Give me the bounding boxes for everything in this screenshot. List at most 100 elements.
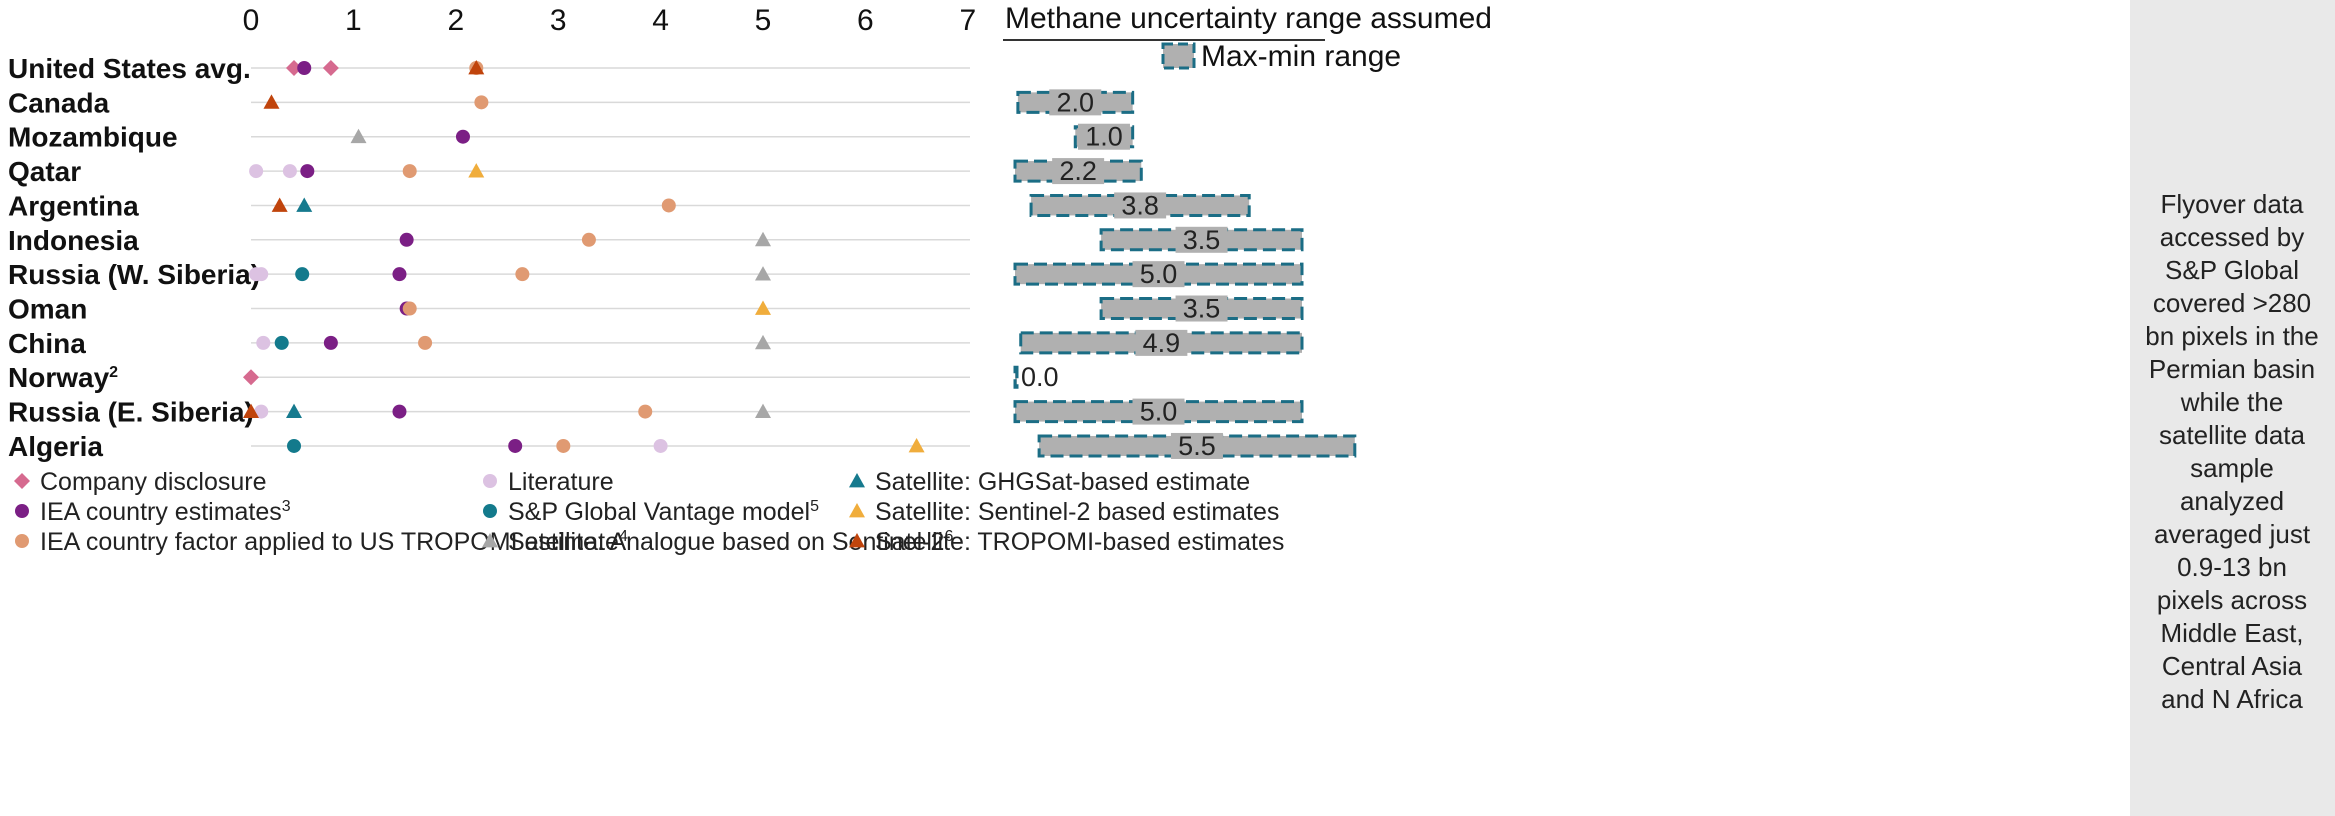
iea_tropomi-point [556, 438, 571, 453]
iea-legend-marker [15, 504, 29, 518]
literature-point [249, 164, 264, 179]
range-value-label: 3.8 [1121, 190, 1159, 220]
country-label: Canada [8, 87, 110, 118]
company-point [322, 60, 339, 76]
side-note-text: Flyover data accessed by S&P Global cove… [2145, 189, 2319, 714]
iea-point [297, 61, 312, 75]
iea-point [300, 164, 315, 179]
x-tick-label: 5 [755, 4, 772, 37]
company-legend-label: Company disclosure [40, 468, 267, 496]
country-label: Russia (E. Siberia) [8, 397, 254, 428]
x-tick-label: 2 [447, 4, 464, 37]
country-label: Indonesia [8, 225, 139, 256]
iea_tropomi-point [581, 232, 596, 247]
sp_model-legend-label: S&P Global Vantage model5 [508, 498, 819, 526]
sp_model-point [274, 335, 289, 350]
range-label-bg [1114, 192, 1167, 219]
analogue-legend-label: Satellite: Analogue based on Sentinel-26 [508, 528, 953, 556]
iea_tropomi-legend-marker [15, 534, 29, 548]
x-tick-label: 1 [345, 4, 362, 37]
company-point [286, 60, 303, 76]
x-tick-label: 6 [857, 4, 874, 37]
range-legend-swatch [1161, 42, 1196, 70]
range-value-label: 2.0 [1056, 87, 1094, 117]
sentinel2-point [908, 437, 925, 453]
range-label-bg [1077, 123, 1130, 150]
gridlines [251, 67, 970, 447]
iea_tropomi-legend-label: IEA country factor applied to US TROPOMI… [40, 528, 628, 556]
tropomi-point [468, 60, 485, 75]
company-point [243, 369, 259, 386]
range-label-bg [1132, 261, 1185, 288]
range-value-label: 5.0 [1140, 259, 1178, 289]
range-value-label: 4.9 [1143, 328, 1181, 358]
range-panel-title: Methane uncertainty range assumed [1005, 2, 1492, 35]
iea-point [455, 129, 470, 144]
tropomi-legend-label: Satellite: TROPOMI-based estimates [875, 528, 1284, 556]
side-note-panel [2130, 0, 2335, 816]
range-label-bg [1132, 398, 1185, 425]
iea-point [508, 438, 523, 453]
literature-point [256, 335, 271, 350]
literature-legend-label: Literature [508, 468, 614, 496]
literature-point [653, 438, 668, 453]
range-value-label: 3.5 [1183, 294, 1221, 324]
range-value-label: 1.0 [1085, 122, 1123, 152]
country-label: Mozambique [8, 122, 178, 153]
literature-point [254, 404, 269, 419]
range-value-label: 0.0 [1021, 362, 1059, 392]
x-tick-label: 7 [959, 4, 976, 37]
country-label: Algeria [8, 431, 103, 462]
range-label-bg [1049, 89, 1102, 116]
x-axis-ticks: 0 1 2 3 4 5 6 7 [243, 4, 976, 37]
literature-point [254, 267, 269, 282]
ghgsat-legend-label: Satellite: GHGSat-based estimate [875, 468, 1250, 496]
iea-point [399, 232, 414, 247]
range-legend-label: Max-min range [1201, 40, 1401, 73]
literature-legend-marker [483, 474, 497, 488]
country-label: China [8, 328, 86, 359]
range-label-bg [1175, 226, 1228, 253]
iea_tropomi-point [661, 198, 676, 213]
iea_tropomi-point [418, 335, 433, 350]
country-labels: United States avg.CanadaMozambiqueQatarA… [8, 53, 260, 462]
company-legend-marker [14, 473, 30, 489]
literature-point [282, 164, 297, 179]
range-value-label: 3.5 [1183, 225, 1221, 255]
sentinel2-legend-marker [849, 503, 865, 518]
range-bar [1013, 365, 1019, 389]
analogue-point [350, 128, 367, 144]
country-label: Argentina [8, 190, 139, 221]
range-value-label: 2.2 [1059, 156, 1097, 186]
analogue-point [755, 403, 771, 418]
iea_tropomi-point [402, 164, 417, 179]
x-tick-label: 3 [550, 4, 567, 37]
ghgsat-point [296, 197, 313, 212]
iea_tropomi-point [474, 95, 489, 110]
tropomi-point [263, 94, 280, 109]
iea-legend-label: IEA country estimates3 [40, 498, 291, 526]
ghgsat-point [286, 403, 303, 418]
country-label: Qatar [8, 156, 81, 187]
range-label-bg [1135, 329, 1188, 356]
country-label: Oman [8, 294, 87, 325]
country-label: United States avg. [8, 53, 251, 84]
range-label-bg [1052, 158, 1105, 185]
iea-point [392, 404, 407, 419]
ghgsat-legend-marker [849, 473, 865, 488]
sentinel2-legend-label: Satellite: Sentinel-2 based estimates [875, 498, 1279, 526]
uncertainty-range-panel: Methane uncertainty range assumed Max-mi… [1003, 2, 1492, 461]
sp_model-legend-marker [483, 504, 497, 518]
range-label-bg [1170, 432, 1223, 459]
iea_tropomi-point [638, 404, 653, 419]
tropomi-point [271, 197, 288, 212]
sp_model-point [295, 267, 310, 282]
analogue-point [755, 231, 771, 247]
range-value-label: 5.0 [1140, 397, 1178, 427]
analogue-point [755, 266, 771, 281]
sentinel2-point [755, 300, 771, 315]
iea_tropomi-point [515, 267, 530, 282]
country-label: Norway2 [8, 362, 118, 393]
